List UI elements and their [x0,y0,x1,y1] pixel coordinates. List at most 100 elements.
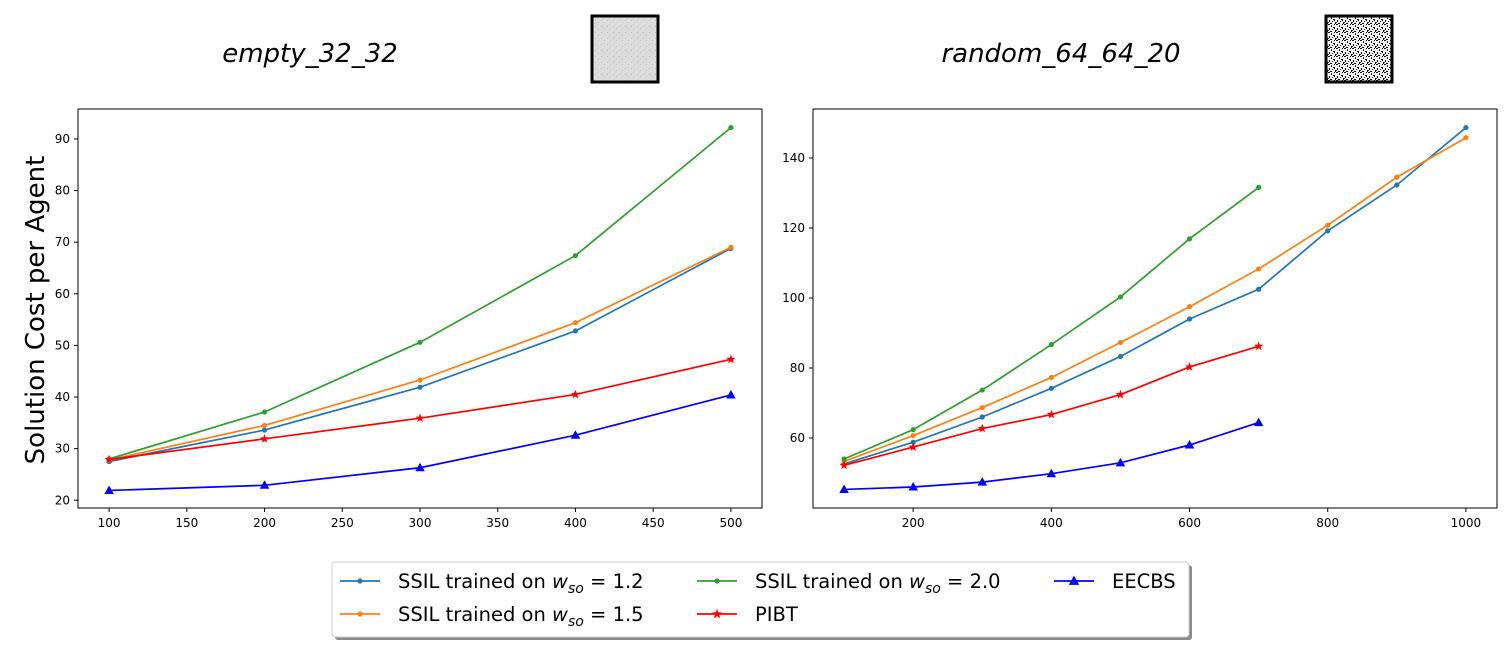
chart-random-64-64-20: random_64_64_20 200 400 600 800 1000 60 80 100 1… [782,14,1498,530]
y-tick-label: 20 [55,493,70,507]
y-tick-label: 80 [790,361,805,375]
data-point [1256,286,1262,292]
data-point [1186,304,1193,310]
series-pibt [104,354,736,464]
x-tick-label: 800 [1316,516,1339,530]
data-point [1256,184,1262,190]
series-line [843,345,1259,467]
y-axis-label: Solution Cost per Agent [21,156,51,465]
axes-frame [77,108,763,509]
legend-entry-pibt: PIBT [697,603,798,626]
series-line [108,246,732,461]
legend: SSIL trained on wso = 1.2 SSIL trained on… [331,561,1192,640]
data-point [417,339,423,345]
x-tick-label: 250 [331,516,354,530]
data-point [572,320,579,326]
chart-title: empty_32_32 [222,39,398,69]
data-point [1254,341,1264,351]
data-point [1463,135,1469,141]
legend-marker [357,578,363,584]
data-point [1186,316,1193,322]
y-tick-label: 80 [55,184,70,198]
data-point [1117,339,1124,346]
data-point [1048,374,1054,381]
series-pibt [839,341,1264,470]
y-tick-label: 60 [55,287,70,301]
data-point [839,484,849,493]
map-thumbnail [590,14,660,84]
y-tick-label: 60 [790,431,805,445]
data-point [1117,294,1124,300]
data-point [910,432,916,439]
data-point [415,413,425,423]
data-point [977,423,987,433]
data-point [910,439,916,445]
data-point [261,427,268,433]
x-tick-label: 300 [409,516,432,530]
y-tick-label: 40 [55,390,70,404]
series-eecbs [839,417,1264,493]
legend-label: PIBT [755,603,798,626]
data-point [979,414,985,420]
x-tick-label: 600 [1178,516,1201,530]
legend-entry-ssil-trained-on-w-so-2-0: SSIL trained on wso = 2.0 [697,570,1001,597]
data-point [979,387,985,393]
x-tick-label: 100 [98,516,121,530]
data-point [104,454,114,464]
data-point [977,477,988,486]
legend-marker [357,611,363,617]
chart-title: random_64_64_20 [941,39,1180,69]
series-line [843,126,1467,465]
x-tick-label: 200 [902,516,925,530]
series-line [843,186,1260,460]
series-line [108,247,732,463]
legend-marker [1068,575,1080,585]
y-tick-label: 30 [55,442,70,456]
map-thumbnail [1324,14,1394,84]
legend-entry-eecbs: EECBS [1054,570,1176,593]
x-tick-label: 400 [1040,516,1063,530]
legend-entry-ssil-trained-on-w-so-1-2: SSIL trained on wso = 1.2 [340,570,644,597]
x-tick-label: 500 [719,516,742,530]
series-ssil-trained-on-w-so-2-0 [841,184,1262,462]
data-point [1184,362,1195,371]
data-point [979,404,985,411]
data-point [1394,182,1400,188]
data-point [839,460,849,470]
data-point [570,389,581,399]
legend-marker [711,608,723,619]
x-tick-label: 150 [175,516,198,530]
data-point [1184,440,1195,449]
data-point [841,456,847,462]
legend-label: SSIL trained on wso = 1.5 [398,603,644,630]
data-point [1048,341,1054,348]
data-point [1048,385,1054,391]
data-point [261,422,268,429]
y-tick-label: 140 [782,151,805,165]
data-point [1394,174,1400,180]
legend-frame [331,561,1190,638]
data-point [1115,457,1126,467]
data-point [572,252,579,259]
data-point [908,442,918,451]
data-point [1117,353,1124,360]
x-tick-label: 450 [642,516,665,530]
data-point [417,384,423,390]
data-point [415,462,425,472]
series-line [843,136,1467,463]
data-point [259,480,270,489]
data-point [726,389,736,399]
data-point [1115,389,1126,399]
data-point [1046,409,1056,419]
data-point [570,430,581,439]
data-point [1463,124,1469,131]
x-tick-label: 350 [486,516,509,530]
data-point [572,328,579,334]
data-point [417,377,423,383]
y-tick-label: 50 [55,338,70,352]
plot-area: 200 400 600 800 1000 60 80 100 120 140 [782,108,1498,530]
y-tick-label: 120 [782,221,805,235]
data-point [728,124,734,131]
axes-frame [812,108,1498,509]
